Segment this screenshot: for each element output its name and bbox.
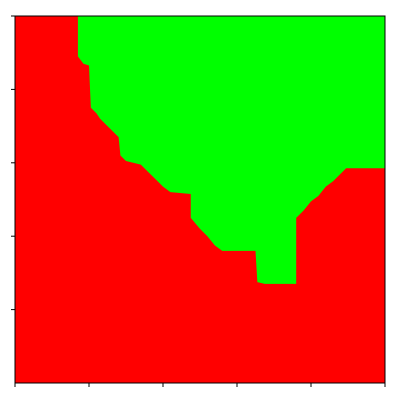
region-polygon-0 xyxy=(77,16,386,284)
axes-frame xyxy=(14,15,386,384)
